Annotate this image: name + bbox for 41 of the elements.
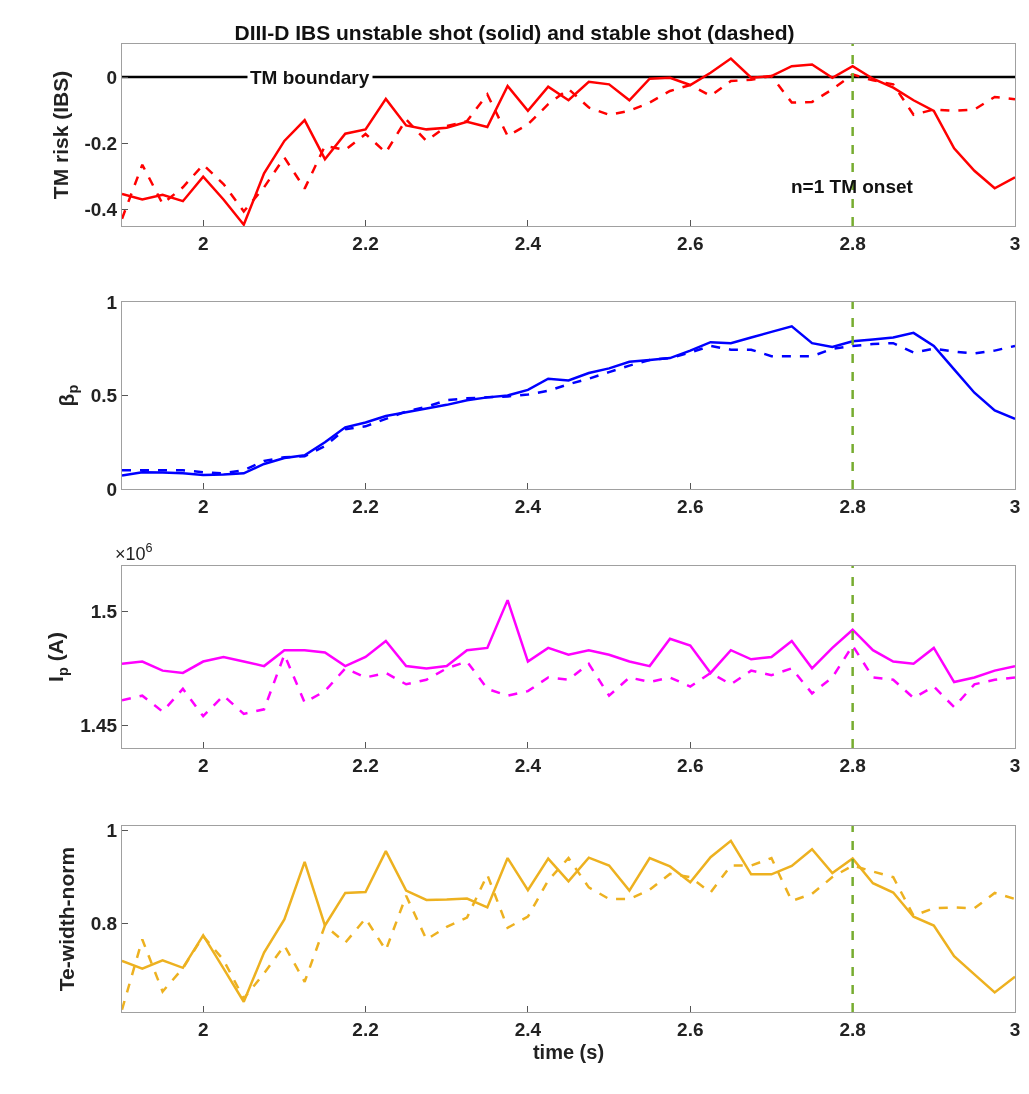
- x-tick-label: 2.2: [352, 232, 379, 254]
- x-tick-label: 2.2: [352, 1018, 379, 1040]
- y-axis-title: Te-width-norm: [54, 846, 78, 992]
- x-tick-label: 3: [1009, 754, 1021, 776]
- y-tick-label: 1.45: [80, 714, 118, 736]
- x-tick-label: 2.6: [677, 495, 704, 517]
- x-tick-label: 2.4: [514, 495, 542, 517]
- x-tick-label: 2.2: [352, 495, 379, 517]
- y-tick-label: 0.5: [90, 385, 118, 407]
- annotation: n=1 TM onset: [791, 176, 914, 197]
- x-tick-label: 3: [1009, 1018, 1021, 1040]
- x-tick-label: 2: [197, 232, 209, 254]
- x-tick-label: 2.8: [839, 1018, 866, 1040]
- x-tick-label: 2.8: [839, 754, 866, 776]
- x-tick-label: 3: [1009, 232, 1021, 254]
- x-tick-label: 2: [197, 495, 209, 517]
- y-tick-label: 1: [106, 820, 118, 842]
- ref-line-label: TM boundary: [250, 67, 370, 88]
- x-tick-label: 2.6: [677, 232, 704, 254]
- x-tick-label: 2.8: [839, 232, 866, 254]
- chart-title: DIII-D IBS unstable shot (solid) and stable shot (dashed): [234, 20, 795, 44]
- y-tick-label: -0.2: [84, 132, 118, 154]
- y-tick-label: -0.4: [84, 199, 118, 221]
- y-axis-title: TM risk (IBS): [48, 70, 72, 200]
- y-tick-label: 0: [106, 478, 118, 500]
- y-tick-label: 1.5: [90, 601, 118, 623]
- x-tick-label: 2.4: [514, 754, 542, 776]
- x-tick-label: 2.2: [352, 754, 379, 776]
- x-axis-title: time (s): [532, 1041, 605, 1064]
- x-tick-label: 2.6: [677, 1018, 704, 1040]
- x-tick-label: 2: [197, 1018, 209, 1040]
- x-tick-label: 2.4: [514, 232, 542, 254]
- y-tick-label: 0: [106, 66, 118, 88]
- y-tick-label: 1: [106, 291, 118, 313]
- x-tick-label: 2: [197, 754, 209, 776]
- x-tick-label: 2.4: [514, 1018, 542, 1040]
- text: ×10$^{6}$: [115, 541, 153, 564]
- x-tick-label: 2.8: [839, 495, 866, 517]
- x-tick-label: 2.6: [677, 754, 704, 776]
- y-tick-label: 0.8: [90, 913, 118, 935]
- x-tick-label: 3: [1009, 495, 1021, 517]
